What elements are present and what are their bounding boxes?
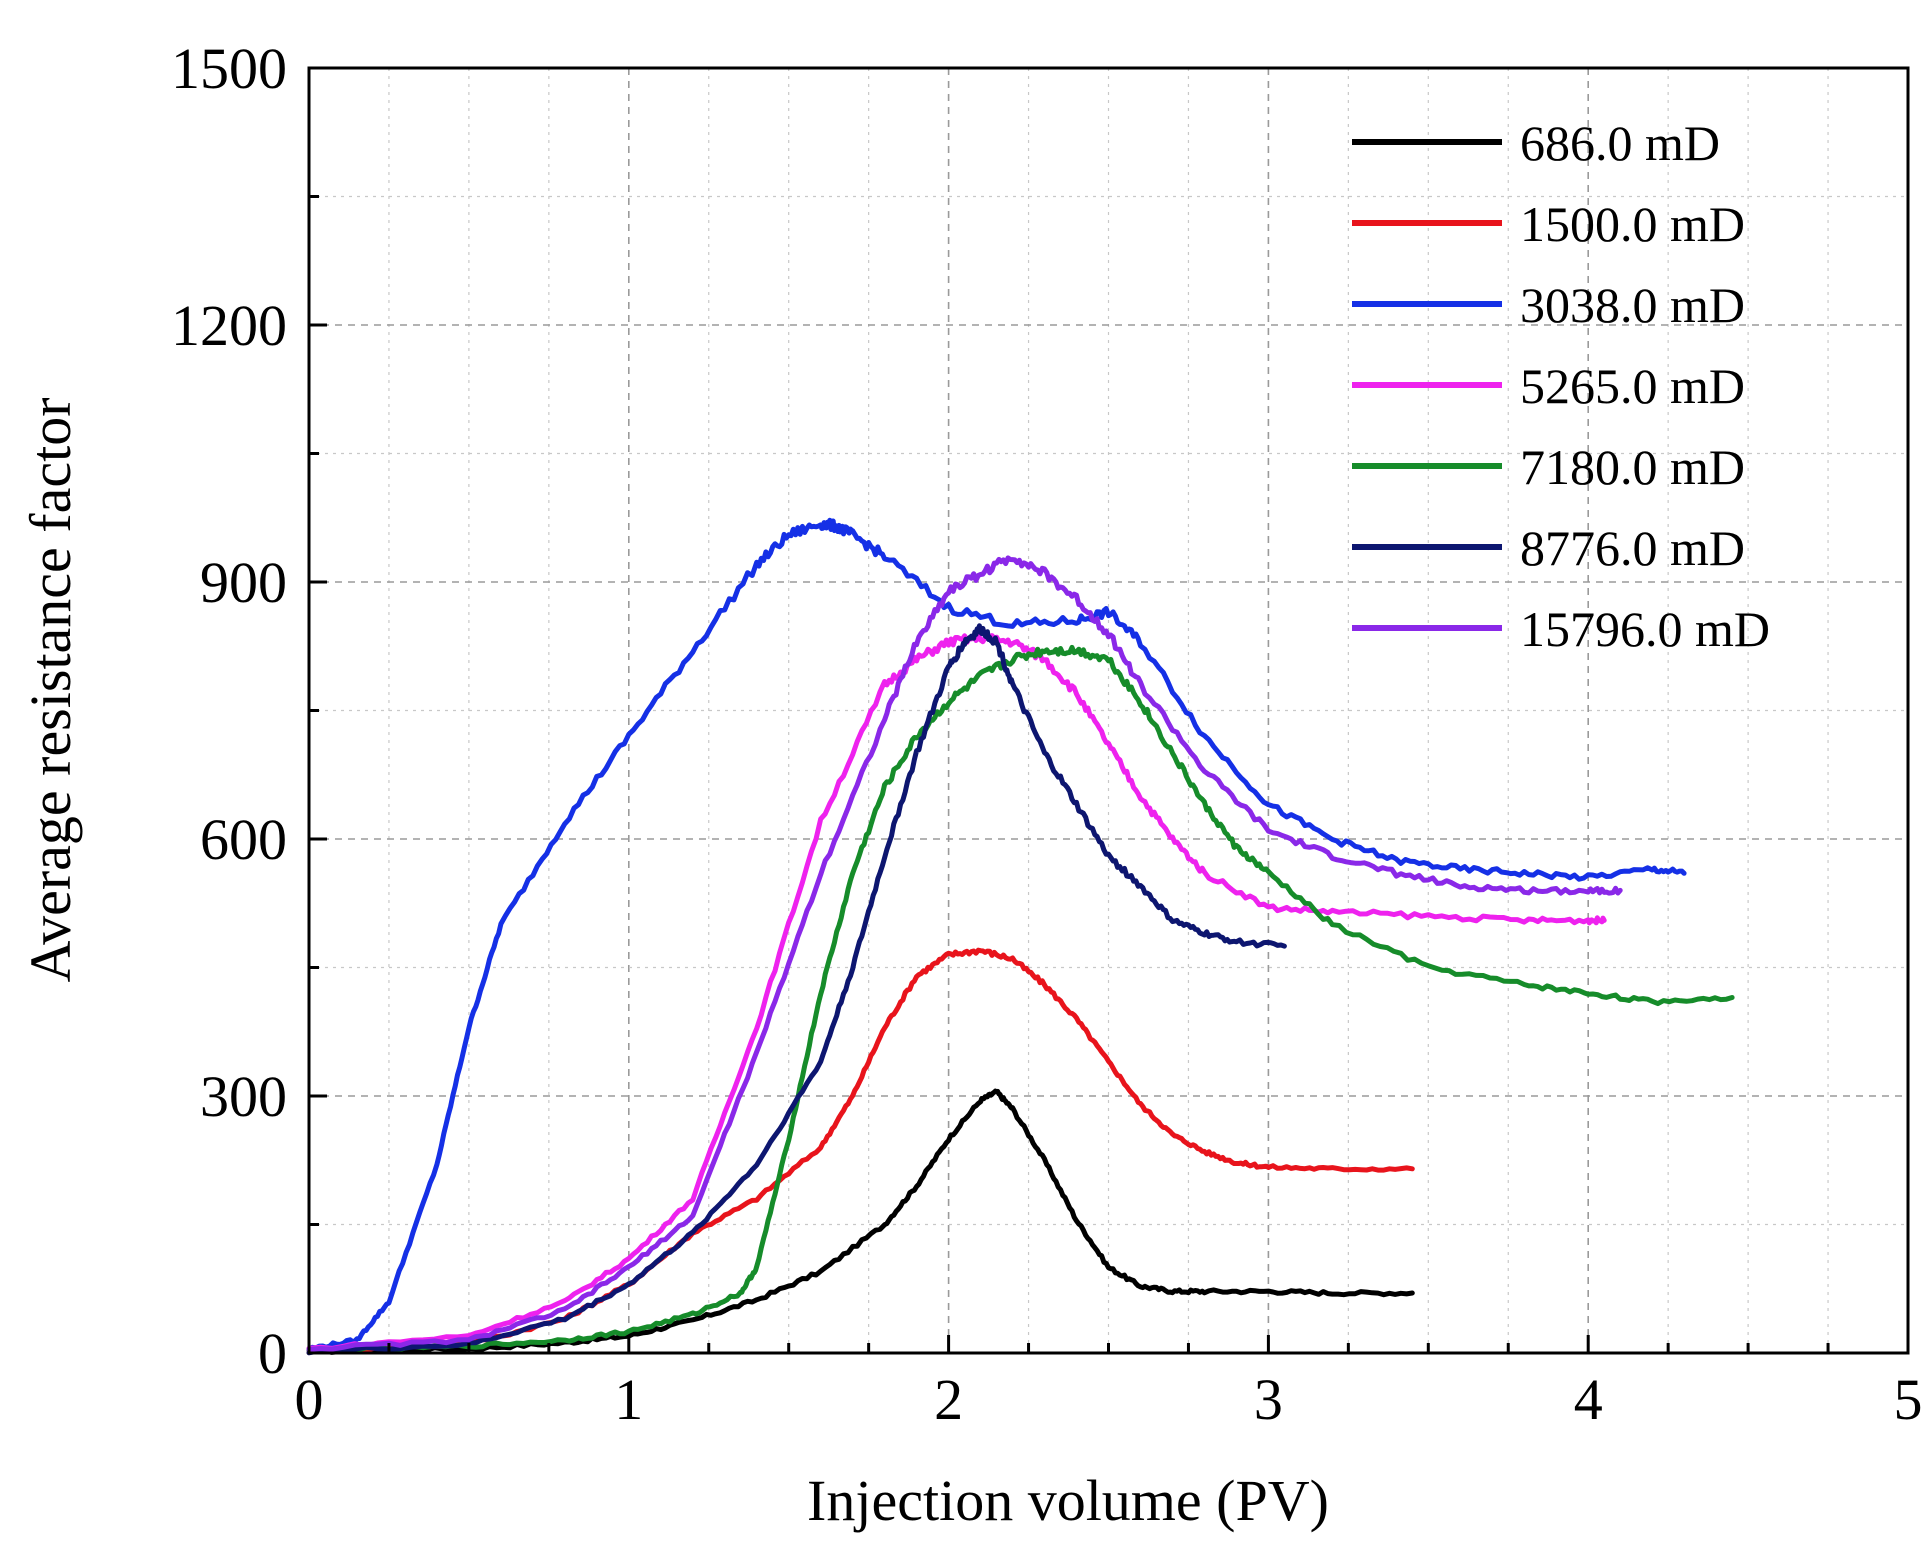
series-line-0 bbox=[306, 1088, 1415, 1355]
series-line-2 bbox=[306, 517, 1687, 1352]
y-tick-label: 1200 bbox=[171, 293, 287, 358]
x-tick-label: 1 bbox=[614, 1367, 643, 1432]
grid-lines bbox=[309, 68, 1908, 1353]
legend-label: 3038.0 mD bbox=[1520, 277, 1745, 333]
x-tick-label: 4 bbox=[1574, 1367, 1603, 1432]
legend-label: 8776.0 mD bbox=[1520, 520, 1745, 576]
x-tick-label: 2 bbox=[934, 1367, 963, 1432]
y-tick-label: 300 bbox=[200, 1064, 287, 1129]
x-tick-label: 5 bbox=[1894, 1367, 1923, 1432]
y-axis-title: Average resistance factor bbox=[18, 397, 83, 982]
series-line-5 bbox=[306, 623, 1287, 1356]
y-tick-label: 900 bbox=[200, 550, 287, 615]
x-tick-label: 0 bbox=[295, 1367, 324, 1432]
legend-label: 686.0 mD bbox=[1520, 115, 1720, 171]
legend-label: 5265.0 mD bbox=[1520, 358, 1745, 414]
legend-label: 7180.0 mD bbox=[1520, 439, 1745, 495]
legend-label: 15796.0 mD bbox=[1520, 601, 1770, 657]
y-tick-label: 0 bbox=[258, 1321, 287, 1386]
legend-label: 1500.0 mD bbox=[1520, 196, 1745, 252]
series-lines bbox=[306, 517, 1735, 1356]
series-line-6 bbox=[306, 555, 1623, 1352]
axis-ticks bbox=[307, 66, 1910, 1355]
y-tick-label: 600 bbox=[200, 807, 287, 872]
y-tick-labels: 0 300 600 900 1200 1500 bbox=[171, 36, 287, 1386]
series-line-4 bbox=[306, 644, 1735, 1355]
x-tick-label: 3 bbox=[1254, 1367, 1283, 1432]
x-tick-labels: 0 1 2 3 4 5 bbox=[295, 1367, 1923, 1432]
y-tick-label: 1500 bbox=[171, 36, 287, 101]
x-axis-title: Injection volume (PV) bbox=[807, 1468, 1329, 1533]
legend: 686.0 mD 1500.0 mD 3038.0 mD 5265.0 mD 7180.… bbox=[1352, 115, 1770, 657]
